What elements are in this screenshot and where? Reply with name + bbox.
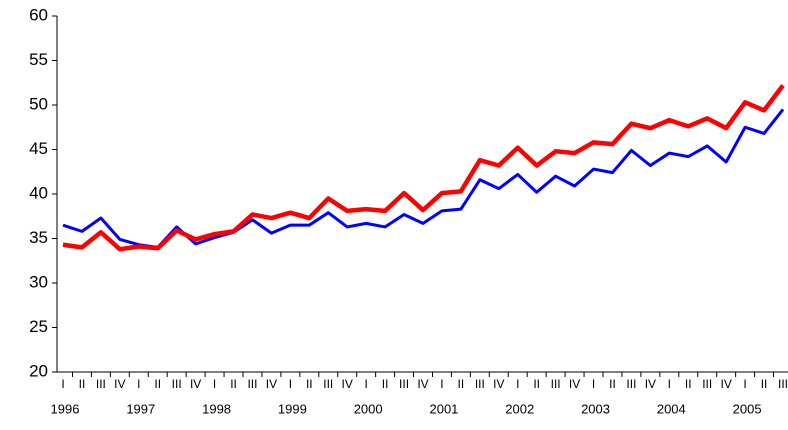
x-tick-label: II <box>533 377 540 391</box>
x-tick-label: IV <box>114 377 125 391</box>
y-tick-label: 60 <box>29 5 48 24</box>
x-tick-label: I <box>668 377 671 391</box>
year-label: 2005 <box>733 401 762 416</box>
x-tick-label: I <box>61 377 64 391</box>
x-tick-label: III <box>399 377 409 391</box>
y-tick-label: 30 <box>29 272 48 291</box>
year-label: 1996 <box>51 401 80 416</box>
x-tick-label: III <box>247 377 257 391</box>
x-tick-label: II <box>154 377 161 391</box>
x-tick-label: III <box>475 377 485 391</box>
x-tick-label: II <box>230 377 237 391</box>
series-line <box>62 84 785 252</box>
x-tick-label: IV <box>493 377 504 391</box>
series-line <box>62 108 785 249</box>
x-tick-label: III <box>96 377 106 391</box>
x-tick-label: II <box>685 377 692 391</box>
y-tick-label: 40 <box>29 183 48 202</box>
year-label: 1998 <box>202 401 231 416</box>
x-tick-label: IV <box>266 377 277 391</box>
x-tick-label: II <box>306 377 313 391</box>
x-tick-label: IV <box>569 377 580 391</box>
x-tick-label: I <box>743 377 746 391</box>
x-tick-label: III <box>323 377 333 391</box>
x-tick-label: III <box>551 377 561 391</box>
x-tick-label: I <box>289 377 292 391</box>
y-tick-label: 50 <box>29 94 48 113</box>
y-tick-label: 20 <box>29 361 48 380</box>
x-tick-label: II <box>79 377 86 391</box>
x-tick-label: II <box>761 377 768 391</box>
y-tick-label: 45 <box>29 139 48 158</box>
x-tick-label: I <box>364 377 367 391</box>
x-tick-label: I <box>516 377 519 391</box>
year-label: 2002 <box>505 401 534 416</box>
year-label: 2004 <box>657 401 686 416</box>
year-label: 2000 <box>354 401 383 416</box>
x-tick-label: I <box>213 377 216 391</box>
x-tick-label: III <box>626 377 636 391</box>
y-tick-label: 55 <box>29 50 48 69</box>
x-tick-label: IV <box>720 377 731 391</box>
x-tick-label: III <box>172 377 182 391</box>
x-tick-label: IV <box>417 377 428 391</box>
y-tick-label: 25 <box>29 317 48 336</box>
x-tick-label: IV <box>342 377 353 391</box>
x-tick-label: III <box>778 377 788 391</box>
x-tick-label: IV <box>190 377 201 391</box>
x-tick-label: III <box>702 377 712 391</box>
year-label: 2001 <box>429 401 458 416</box>
year-label: 1999 <box>278 401 307 416</box>
x-tick-label: II <box>382 377 389 391</box>
x-tick-label: IV <box>645 377 656 391</box>
x-tick-label: I <box>440 377 443 391</box>
x-tick-label: II <box>609 377 616 391</box>
y-tick-label: 35 <box>29 228 48 247</box>
x-tick-label: I <box>137 377 140 391</box>
year-label: 1997 <box>126 401 155 416</box>
x-tick-label: I <box>592 377 595 391</box>
x-tick-label: II <box>458 377 465 391</box>
year-label: 2003 <box>581 401 610 416</box>
